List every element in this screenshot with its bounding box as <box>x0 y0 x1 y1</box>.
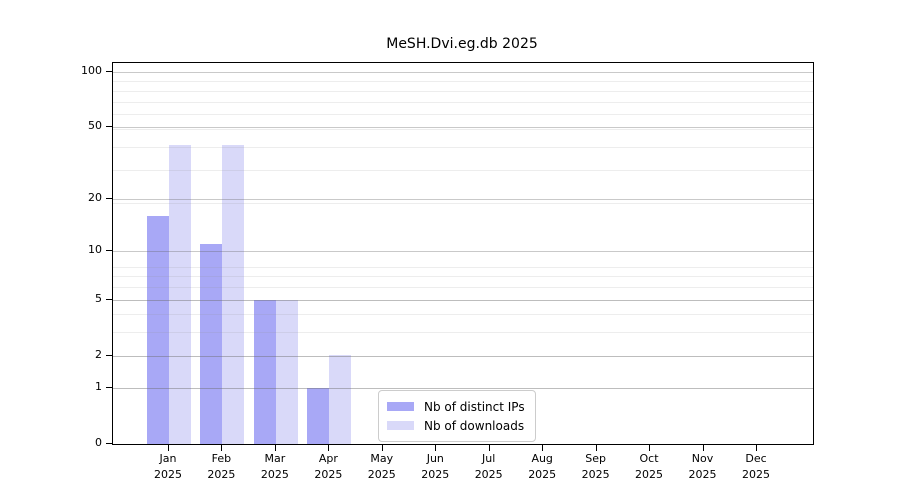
legend-swatch <box>387 402 414 411</box>
y-tick-label: 100 <box>81 64 102 77</box>
x-tick-mark <box>649 445 650 451</box>
major-gridline <box>113 355 813 357</box>
bar-mar-distinct-ips <box>253 299 276 444</box>
x-tick-mark <box>702 445 704 451</box>
minor-gridline <box>113 169 813 171</box>
x-tick-label-jun: Jun 2025 <box>421 452 450 481</box>
x-tick-mark <box>328 445 330 451</box>
y-tick-label: 5 <box>95 291 102 305</box>
minor-gridline <box>113 146 813 148</box>
major-gridline <box>113 72 813 73</box>
plot-area: Nb of distinct IPs Nb of downloads <box>112 62 814 445</box>
x-tick-mark <box>542 445 544 451</box>
minor-gridline <box>113 81 813 83</box>
bar-jan-distinct-ips <box>147 215 169 444</box>
x-tick-label-nov: Nov 2025 <box>688 452 717 481</box>
minor-gridline <box>113 114 813 115</box>
x-tick-label-may: May 2025 <box>367 452 396 481</box>
y-tick-label: 2 <box>95 347 102 361</box>
minor-gridline <box>113 101 813 103</box>
y-tick-mark <box>106 354 112 356</box>
x-tick-label-jul: Jul 2025 <box>474 452 503 481</box>
bar-jan-downloads <box>169 144 191 444</box>
minor-gridline <box>113 355 813 357</box>
y-tick-mark <box>106 443 112 444</box>
legend-label: Nb of distinct IPs <box>424 399 525 414</box>
legend-swatch <box>387 421 414 430</box>
bar-apr-downloads <box>329 355 352 444</box>
major-gridline <box>113 299 813 301</box>
y-tick-label: 50 <box>88 119 102 133</box>
y-tick-label: 20 <box>88 190 102 204</box>
x-tick-label-apr: Apr 2025 <box>314 452 343 481</box>
major-gridline <box>113 388 813 390</box>
legend-item-downloads: Nb of downloads <box>387 416 525 435</box>
y-tick-label: 10 <box>88 242 102 256</box>
x-tick-label-mar: Mar 2025 <box>260 452 289 481</box>
bar-feb-downloads <box>222 144 245 444</box>
x-tick-label-sep: Sep 2025 <box>581 452 610 481</box>
minor-gridline <box>113 332 813 334</box>
y-tick-label: 1 <box>95 380 102 394</box>
x-tick-mark <box>381 445 383 451</box>
minor-gridline <box>113 90 813 92</box>
x-tick-mark <box>435 445 437 451</box>
legend-label: Nb of downloads <box>424 418 525 433</box>
x-tick-mark <box>595 445 597 451</box>
minor-gridline <box>113 314 813 316</box>
legend-item-distinct-ips: Nb of distinct IPs <box>387 397 525 416</box>
minor-gridline <box>113 202 813 204</box>
x-tick-label-dec: Dec 2025 <box>742 452 770 481</box>
minor-gridline <box>113 388 813 390</box>
x-tick-label-feb: Feb 2025 <box>207 452 236 481</box>
x-tick-label-oct: Oct 2025 <box>635 452 663 481</box>
bar-feb-distinct-ips <box>200 243 223 444</box>
y-tick-mark <box>106 197 112 199</box>
minor-gridline <box>113 266 813 268</box>
y-tick-mark <box>106 71 112 72</box>
y-tick-mark <box>106 298 112 300</box>
legend: Nb of distinct IPs Nb of downloads <box>378 390 536 442</box>
y-tick-mark <box>106 249 112 251</box>
x-tick-label-aug: Aug 2025 <box>528 452 557 481</box>
x-tick-label-jan: Jan 2025 <box>154 452 182 481</box>
bar-mar-downloads <box>275 299 298 444</box>
minor-gridline <box>113 276 813 278</box>
y-tick-mark <box>106 126 112 128</box>
x-tick-mark <box>221 445 223 451</box>
y-tick-label: 0 <box>95 436 102 449</box>
minor-gridline <box>113 287 813 289</box>
x-tick-mark <box>274 445 276 451</box>
major-gridline <box>113 250 813 252</box>
y-tick-mark <box>106 387 112 389</box>
bar-apr-distinct-ips <box>307 388 330 444</box>
x-tick-mark <box>168 445 169 451</box>
minor-gridline <box>113 299 813 301</box>
major-gridline <box>113 127 813 129</box>
major-gridline <box>113 198 813 200</box>
x-tick-mark <box>488 445 490 451</box>
chart-title: MeSH.Dvi.eg.db 2025 <box>386 36 538 52</box>
minor-gridline <box>113 128 813 130</box>
x-tick-mark <box>756 445 757 451</box>
